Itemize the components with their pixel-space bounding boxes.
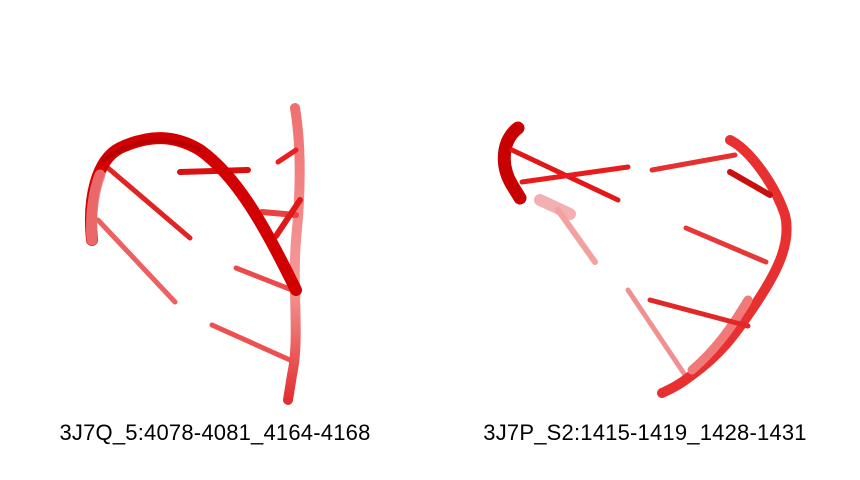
structure-panel-1: 3J7Q_5:4078-4081_4164-4168 [59, 103, 371, 445]
rna-structure-3j7p [497, 121, 792, 398]
structure-panel-2: 3J7P_S2:1415-1419_1428-1431 [430, 0, 860, 480]
rna-structure-3j7q [85, 103, 305, 405]
structure-caption: 3J7Q_5:4078-4081_4164-4168 [59, 420, 371, 445]
structure-caption: 3J7P_S2:1415-1419_1428-1431 [483, 420, 807, 445]
